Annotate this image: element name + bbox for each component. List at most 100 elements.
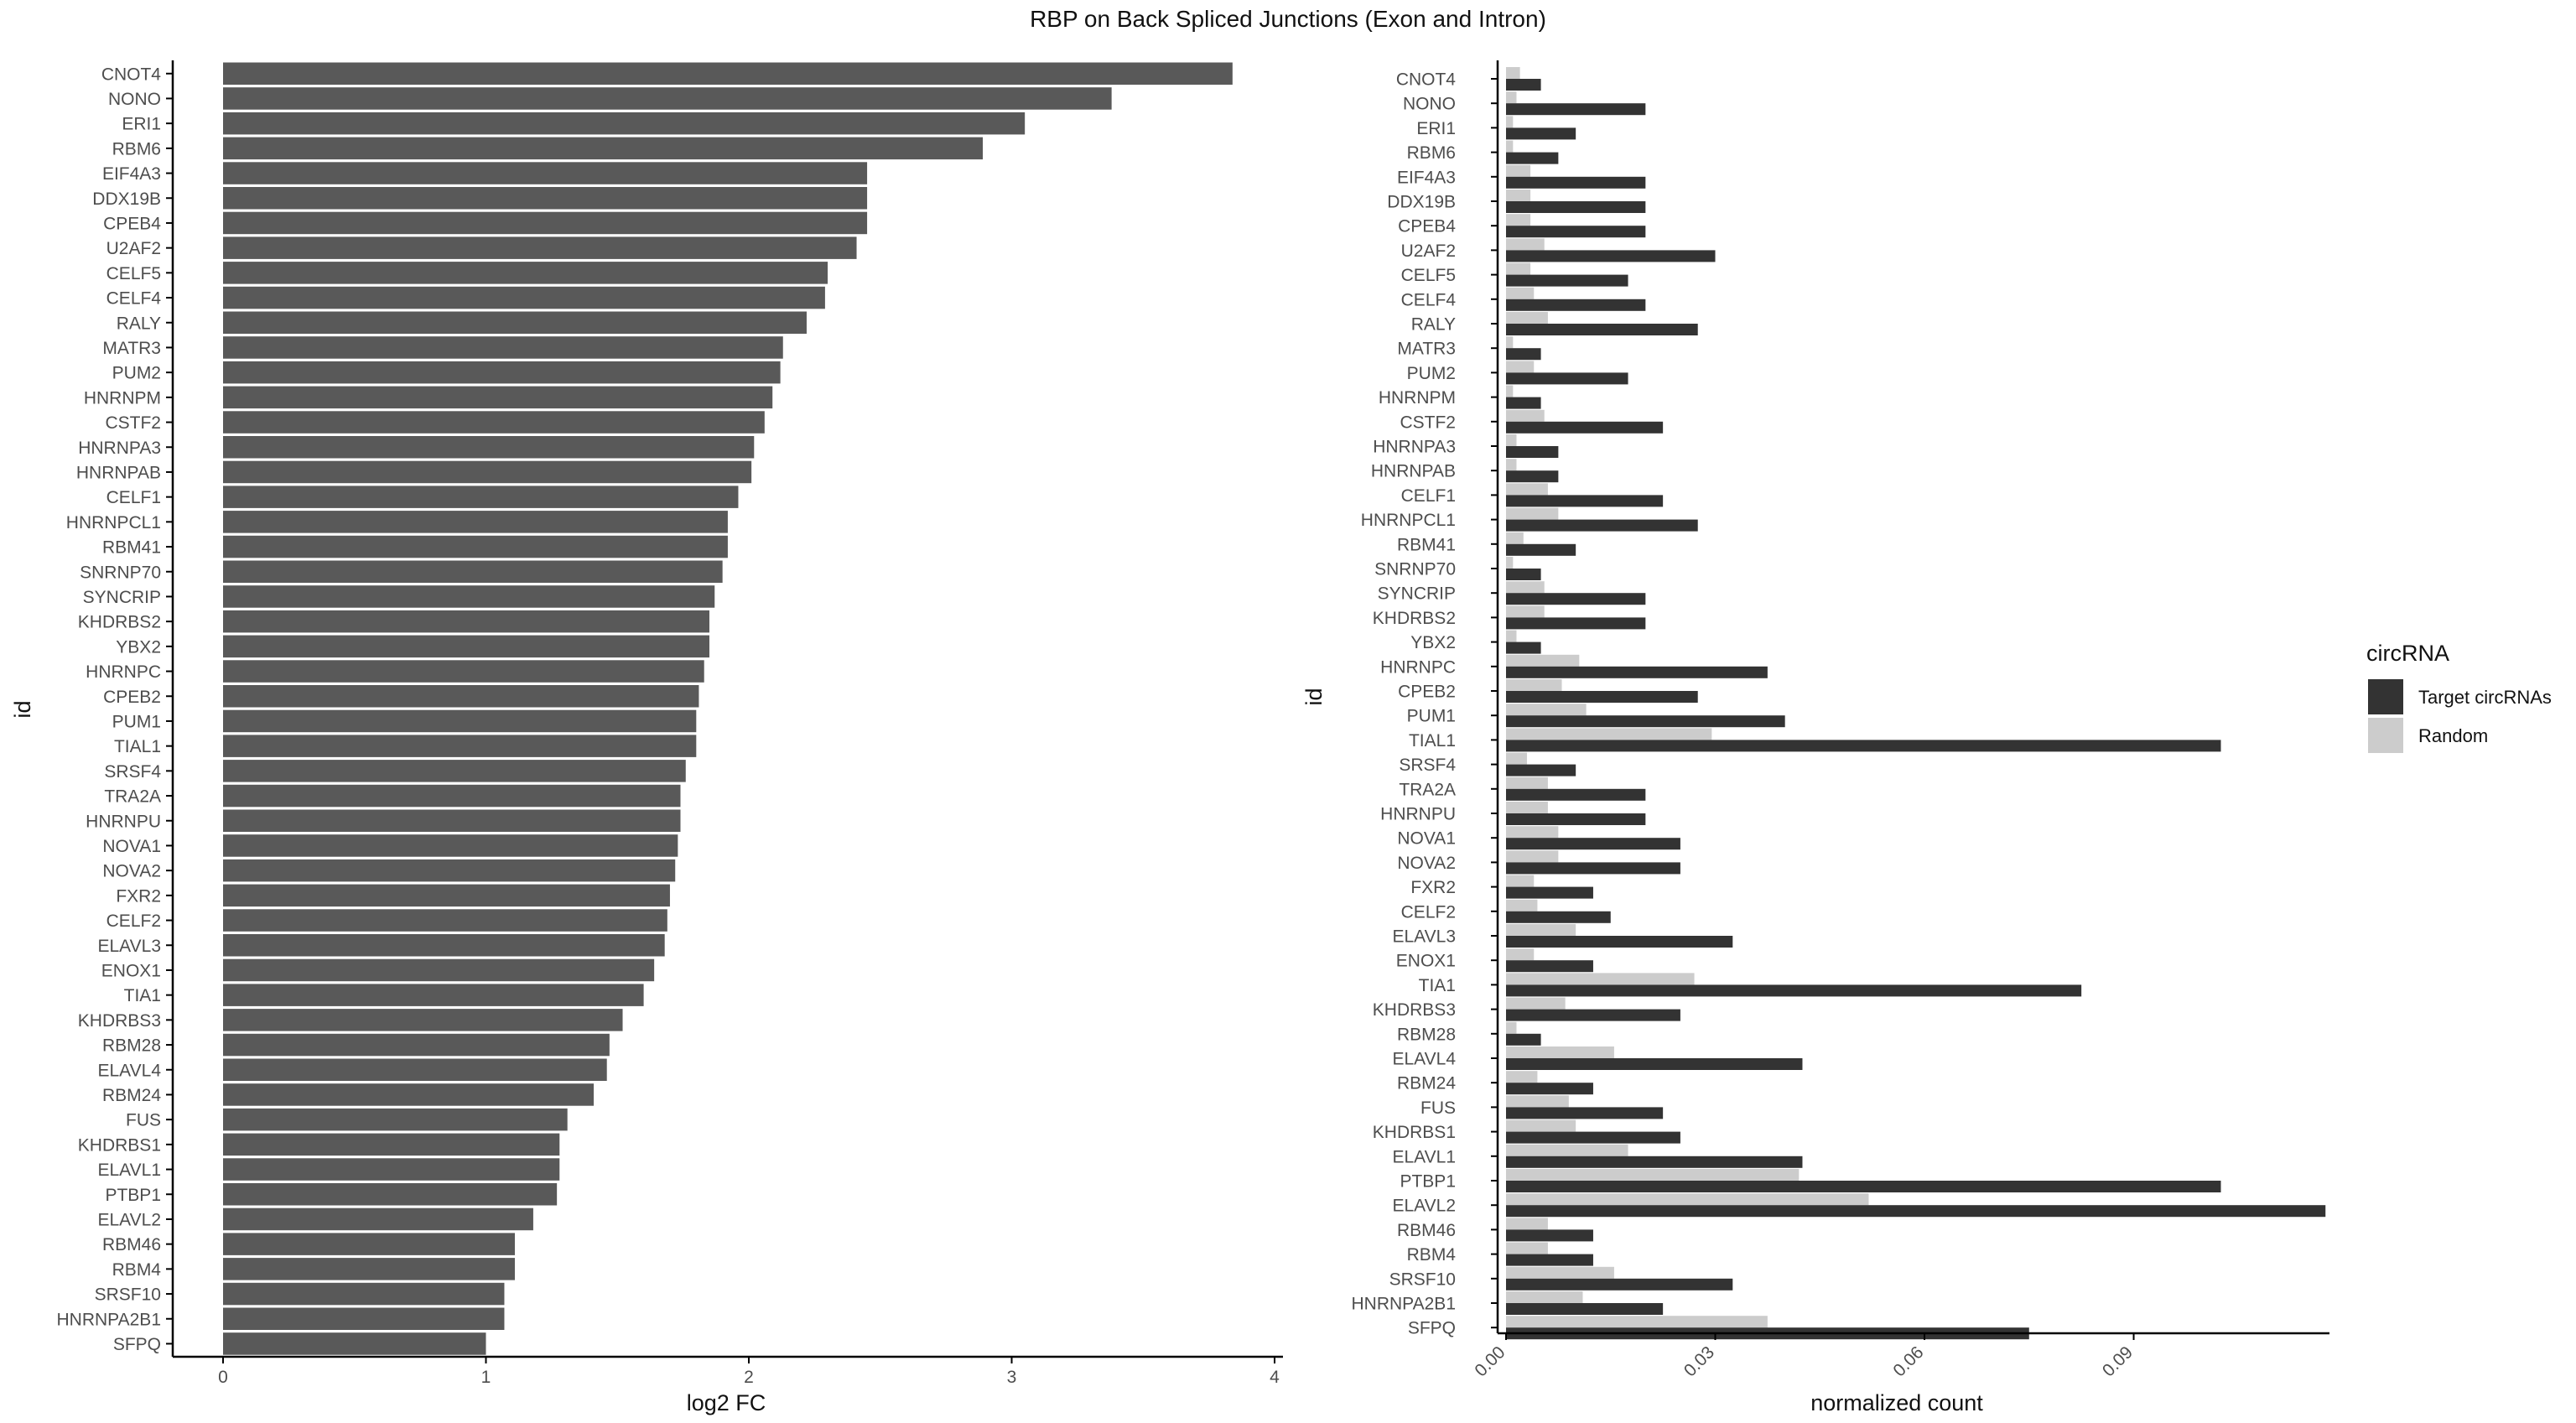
bar-random-srsf4 [1506, 752, 1527, 765]
bar-log2fc-nono [223, 87, 1112, 110]
bar-target-hnrnpab [1506, 470, 1559, 483]
bar-target-nova2 [1506, 862, 1680, 875]
bar-random-hnrnpab [1506, 459, 1517, 471]
bar-log2fc-eif4a3 [223, 162, 868, 184]
bar-target-tia1 [1506, 984, 2082, 997]
bar-target-celf5 [1506, 274, 1628, 287]
left-x-tick-label: 2 [744, 1368, 754, 1387]
bar-random-cpeb2 [1506, 679, 1562, 691]
right-y-label-syncrip: SYNCRIP [1378, 584, 1456, 604]
bar-random-cpeb4 [1506, 214, 1531, 226]
bar-random-ybx2 [1506, 630, 1517, 642]
bar-random-rbm24 [1506, 1071, 1538, 1083]
left-y-label-eri1: ERI1 [122, 115, 161, 134]
bar-target-khdrbs2 [1506, 617, 1646, 630]
right-y-axis-title: id [1301, 688, 1327, 705]
bar-log2fc-elavl2 [223, 1207, 533, 1231]
bar-target-cpeb4 [1506, 226, 1646, 238]
bar-target-matr3 [1506, 348, 1541, 361]
bar-random-nova2 [1506, 850, 1559, 863]
left-y-label-srsf10: SRSF10 [95, 1285, 161, 1305]
right-y-label-enox1: ENOX1 [1396, 952, 1456, 971]
bar-target-tra2a [1506, 788, 1646, 801]
right-y-label-elavl2: ELAVL2 [1393, 1197, 1457, 1216]
bar-target-celf4 [1506, 299, 1646, 311]
right-bars [1506, 67, 2326, 1340]
left-y-tick-labels: CNOT4 NONO ERI1 RBM6 EIF4A3 DDX19B CPEB4 U2AF2 C… [57, 65, 173, 1354]
bar-log2fc-elavl4 [223, 1058, 607, 1081]
left-y-label-ddx19b: DDX19B [92, 190, 161, 209]
bar-log2fc-rbm24 [223, 1083, 595, 1106]
bar-random-khdrbs2 [1506, 605, 1545, 618]
bar-log2fc-hnrnpa3 [223, 436, 755, 459]
bar-random-hnrnpcl1 [1506, 507, 1559, 520]
bar-target-snrnp70 [1506, 569, 1541, 580]
bar-target-eri1 [1506, 127, 1576, 140]
right-y-label-snrnp70: SNRNP70 [1374, 560, 1456, 579]
left-y-label-hnrnpcl1: HNRNPCL1 [66, 513, 161, 532]
bar-target-nova1 [1506, 838, 1680, 850]
bar-log2fc-sfpq [223, 1332, 486, 1355]
left-y-label-nova1: NOVA1 [102, 837, 161, 856]
bar-random-khdrbs1 [1506, 1119, 1576, 1132]
bar-log2fc-nova2 [223, 859, 676, 882]
bar-log2fc-pum2 [223, 361, 781, 384]
bar-target-ptbp1 [1506, 1181, 2221, 1192]
left-y-label-celf4: CELF4 [106, 289, 162, 309]
left-y-label-ptbp1: PTBP1 [105, 1186, 161, 1205]
right-y-label-hnrnpm: HNRNPM [1379, 388, 1456, 408]
left-x-tick-label: 3 [1007, 1368, 1017, 1387]
right-y-label-raly: RALY [1411, 315, 1456, 335]
bar-log2fc-hnrnpab [223, 460, 752, 484]
right-y-label-rbm4: RBM4 [1407, 1245, 1457, 1265]
bar-log2fc-hnrnpa2b1 [223, 1307, 505, 1330]
bar-target-srsf10 [1506, 1278, 1733, 1291]
bar-random-fus [1506, 1095, 1569, 1108]
bar-random-pum1 [1506, 704, 1587, 716]
legend: circRNA Target circRNAs Random [2366, 641, 2552, 753]
bar-log2fc-rbm4 [223, 1258, 515, 1280]
bar-log2fc-cpeb4 [223, 211, 868, 235]
right-y-label-nova2: NOVA2 [1397, 854, 1456, 873]
left-y-label-rbm41: RBM41 [102, 538, 161, 558]
left-y-label-hnrnpa3: HNRNPA3 [78, 439, 161, 458]
left-y-label-cpeb4: CPEB4 [103, 214, 161, 233]
right-y-label-pum2: PUM2 [1407, 364, 1456, 383]
left-x-tick-label: 0 [218, 1368, 228, 1387]
right-y-label-elavl3: ELAVL3 [1393, 927, 1457, 947]
legend-label-random: Random [2418, 725, 2488, 746]
bar-target-celf1 [1506, 495, 1664, 507]
right-y-label-rbm28: RBM28 [1397, 1025, 1456, 1044]
bar-random-nono [1506, 91, 1517, 104]
right-x-tick-label: 0.06 [1889, 1343, 1927, 1380]
bar-log2fc-hnrnpc [223, 660, 704, 683]
right-y-label-hnrnpc: HNRNPC [1380, 657, 1456, 677]
right-y-label-celf5: CELF5 [1401, 266, 1456, 285]
left-y-label-raly: RALY [117, 314, 161, 333]
bar-target-pum2 [1506, 372, 1628, 385]
right-y-label-hnrnpa2b1: HNRNPA2B1 [1352, 1295, 1456, 1314]
bar-target-pum1 [1506, 715, 1785, 728]
bar-random-celf1 [1506, 483, 1548, 496]
left-y-label-rbm6: RBM6 [112, 139, 161, 158]
right-y-label-hnrnpu: HNRNPU [1380, 805, 1456, 824]
bar-random-u2af2 [1506, 238, 1545, 251]
left-y-label-celf1: CELF1 [106, 488, 161, 507]
bar-random-hnrnpa2b1 [1506, 1291, 1583, 1303]
bar-target-tial1 [1506, 740, 2221, 752]
bar-random-hnrnpm [1506, 385, 1514, 397]
bar-random-syncrip [1506, 581, 1545, 594]
legend-swatch-target [2368, 679, 2403, 714]
left-y-label-fus: FUS [126, 1111, 161, 1130]
left-y-label-fxr2: FXR2 [116, 886, 161, 906]
left-y-label-cnot4: CNOT4 [101, 65, 161, 84]
bar-log2fc-elavl1 [223, 1158, 560, 1181]
bar-random-celf2 [1506, 899, 1538, 911]
legend-label-target: Target circRNAs [2418, 687, 2552, 708]
left-y-label-elavl1: ELAVL1 [98, 1161, 162, 1180]
right-y-label-elavl4: ELAVL4 [1393, 1050, 1457, 1069]
bar-log2fc-fxr2 [223, 884, 670, 907]
right-y-label-elavl1: ELAVL1 [1393, 1147, 1457, 1166]
right-y-label-khdrbs3: KHDRBS3 [1373, 1000, 1456, 1020]
